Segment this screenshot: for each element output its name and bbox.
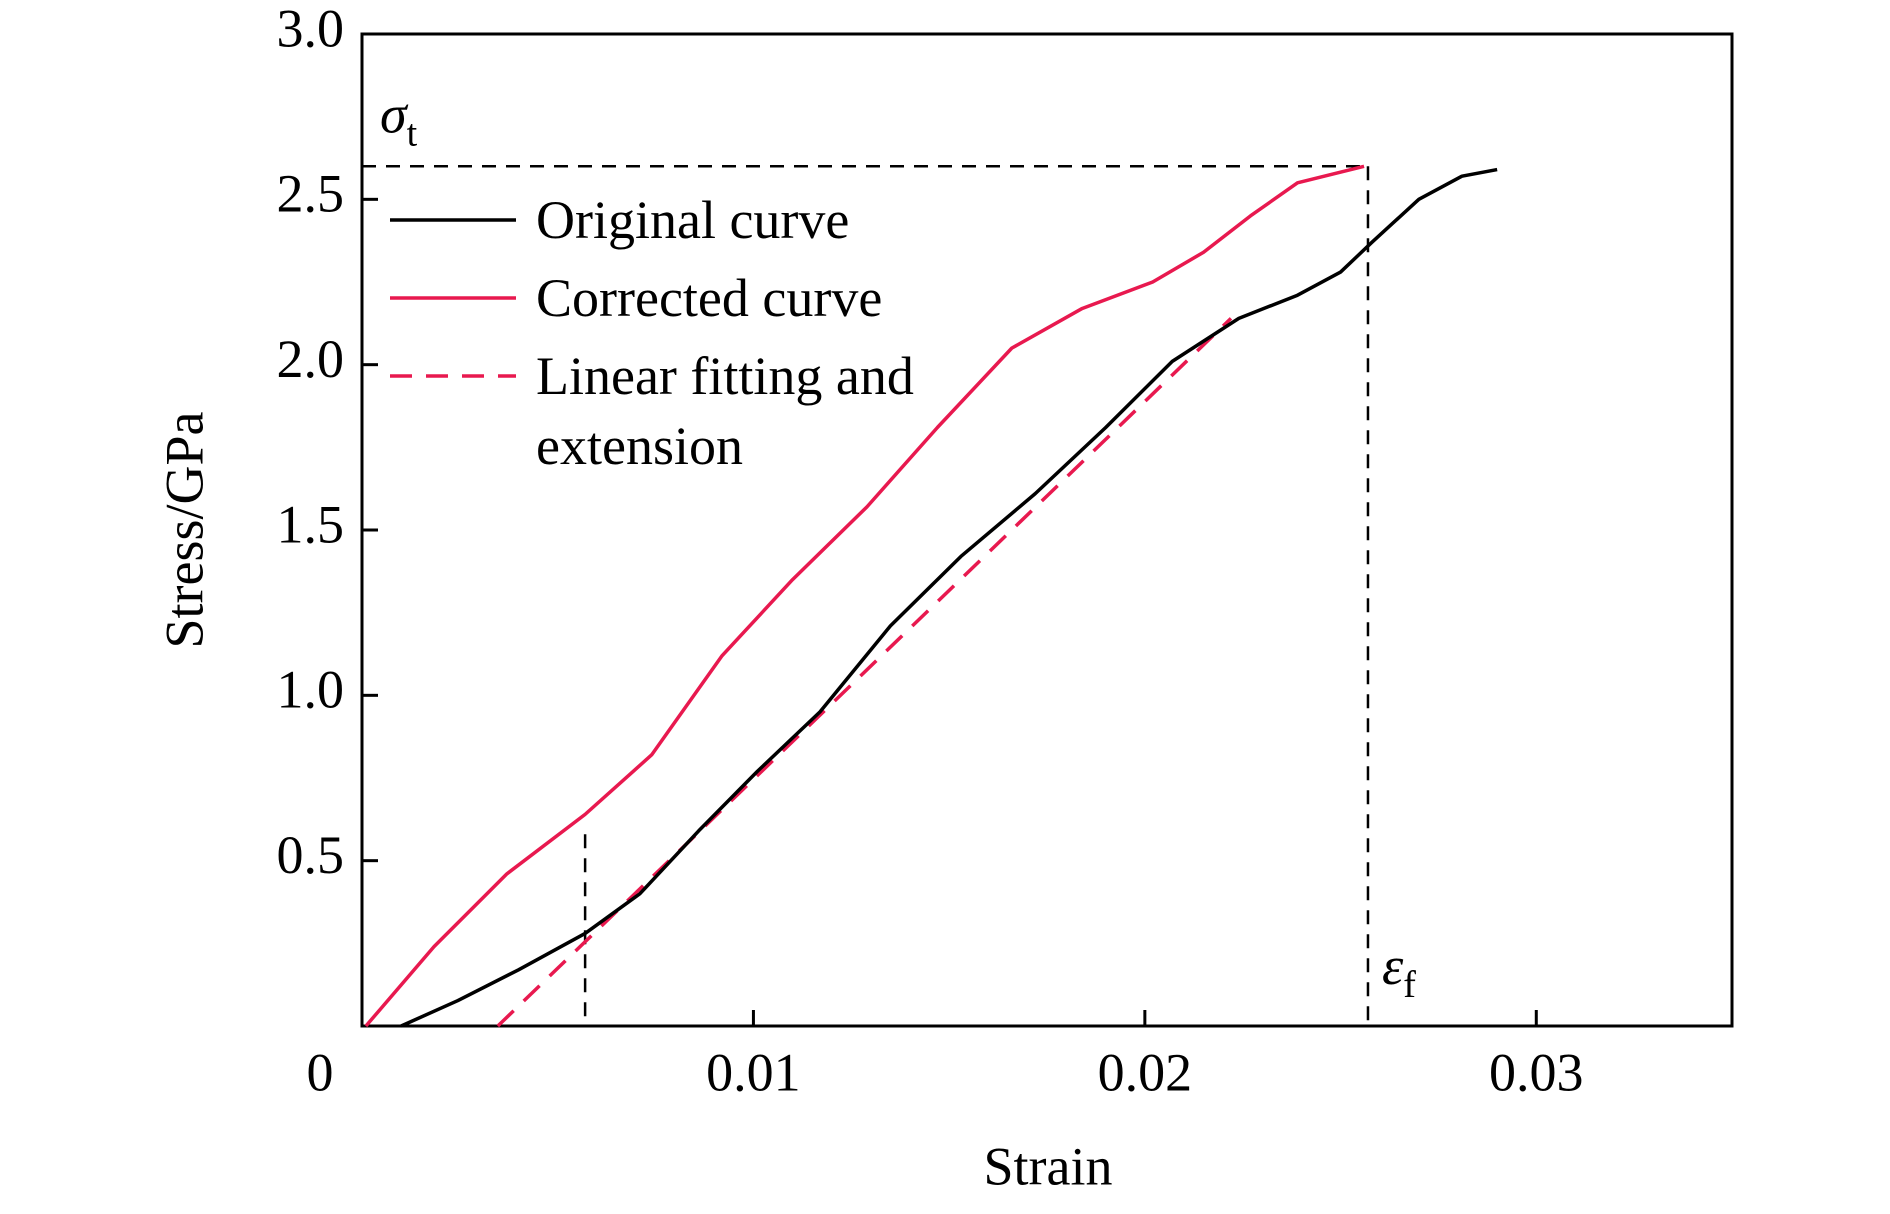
x-tick-label: 0 [307,1042,334,1102]
legend-label: Original curve [536,190,850,250]
plot-frame [360,32,1734,1028]
tensile-strength-label-symbol: σ [380,85,409,145]
series-line [364,164,1365,1028]
fracture-strain-label-subscript: f [1403,964,1416,1006]
x-tick-label: 0.03 [1489,1042,1584,1102]
y-tick-label: 0.5 [277,825,345,885]
fracture-strain-label-symbol: ε [1382,936,1404,996]
y-tick-label: 2.0 [277,329,345,389]
x-tick-label: 0.01 [706,1042,801,1102]
fracture-strain-label: εf [1382,936,1416,1005]
x-tick-label: 0.02 [1098,1042,1193,1102]
y-tick-label: 3.0 [277,0,345,58]
tensile-strength-label-subscript: t [407,112,418,154]
series-line [400,167,1498,1028]
legend-label: Linear fitting and extension [536,346,914,476]
legend-label: Corrected curve [536,268,883,328]
y-tick-label: 1.0 [277,660,345,720]
y-tick-label: 1.5 [277,494,345,554]
y-tick-label: 2.5 [277,164,345,224]
series-line [496,317,1233,1028]
y-axis-label: Stress/GPa [154,411,214,648]
tensile-strength-label: σt [380,85,418,154]
x-axis-label: Strain [984,1136,1113,1196]
